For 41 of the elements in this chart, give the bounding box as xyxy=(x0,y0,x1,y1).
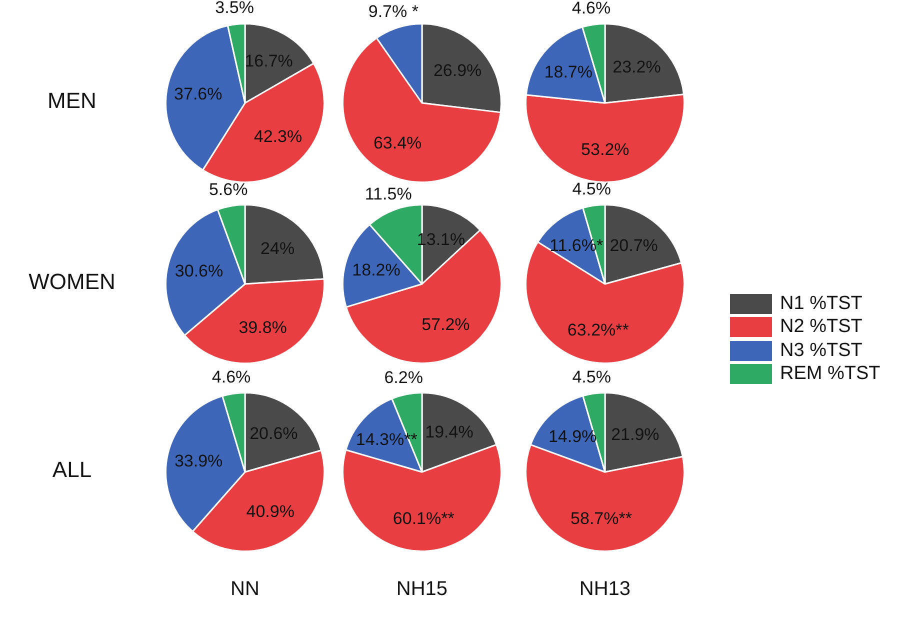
text: NN xyxy=(230,578,260,601)
data-label: 9.7% * xyxy=(368,2,419,21)
data-label: 4.6% xyxy=(572,0,611,18)
data-label: 16.7% xyxy=(244,52,293,71)
data-label: 21.9% xyxy=(611,424,660,444)
text: NH15 xyxy=(395,578,449,601)
legend-label: N3 %TST xyxy=(780,340,862,362)
data-label: 24% xyxy=(260,239,295,258)
data-label: 5.6% xyxy=(208,180,248,199)
data-label: 23.2% xyxy=(612,57,661,76)
legend-label: N1 %TST xyxy=(780,292,862,315)
data-label: 40.9% xyxy=(246,502,294,521)
data-label: 37.6% xyxy=(174,84,222,104)
data-label: 58.7%** xyxy=(570,509,632,528)
data-label: 18.7% xyxy=(544,62,592,82)
data-label: 33.9% xyxy=(174,451,223,470)
data-label: 11.5% xyxy=(364,184,412,204)
data-label: 3.5% xyxy=(215,0,254,18)
data-label: 20.6% xyxy=(250,424,298,443)
data-label: 60.1%** xyxy=(392,509,455,528)
text: WOMEN xyxy=(28,269,116,295)
data-label: 42.3% xyxy=(254,126,302,146)
data-label: 63.4% xyxy=(373,133,422,152)
data-label: 4.5% xyxy=(572,179,611,198)
data-label: 4.6% xyxy=(212,367,251,386)
text: MEN xyxy=(46,88,98,114)
data-label: 19.4% xyxy=(425,422,474,442)
data-label: 4.5% xyxy=(572,367,611,386)
data-label: 53.2% xyxy=(581,140,630,160)
data-label: 26.9% xyxy=(433,61,482,80)
data-label: 30.6% xyxy=(174,262,224,281)
legend-label: REM %TST xyxy=(780,363,880,386)
data-label: 6.2% xyxy=(384,368,423,388)
data-label: 63.2%** xyxy=(567,320,630,340)
data-label: 20.7% xyxy=(610,236,658,255)
data-label: 57.2% xyxy=(422,314,470,334)
text: NH13 xyxy=(578,578,632,601)
data-label: 39.8% xyxy=(238,318,287,337)
legend-label: N2 %TST xyxy=(780,316,862,338)
data-label: 18.2% xyxy=(352,260,400,280)
text: ALL xyxy=(51,457,93,483)
